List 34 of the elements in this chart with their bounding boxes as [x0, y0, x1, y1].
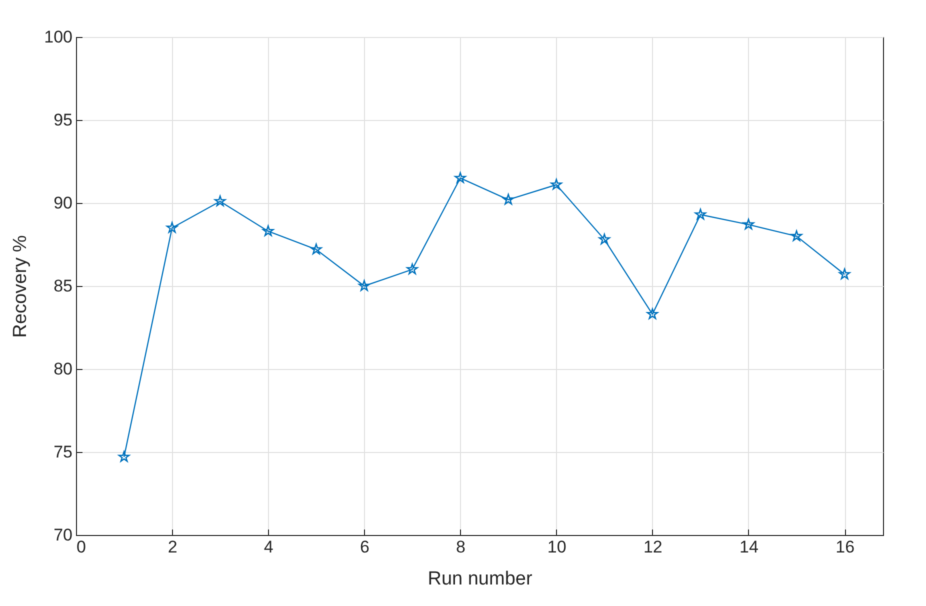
y-tick-label: 85: [54, 276, 72, 296]
point: [214, 195, 226, 206]
y-tick-label: 90: [54, 194, 72, 212]
point: [598, 234, 610, 244]
point: [790, 230, 802, 242]
point: [406, 264, 418, 274]
point: [646, 308, 658, 320]
y-tick-label: 100: [44, 28, 72, 46]
point: [310, 244, 322, 254]
x-tick-label: 4: [264, 538, 274, 556]
x-tick-label: 0: [76, 538, 86, 556]
x-tick-label: 6: [360, 538, 370, 556]
x-tick-label: 16: [836, 538, 855, 556]
x-tick-label: 8: [456, 538, 466, 556]
point: [454, 172, 466, 183]
y-tick-label: 70: [54, 526, 72, 544]
y-tick-label: 95: [54, 110, 72, 130]
point: [166, 222, 178, 233]
point: [694, 208, 706, 220]
x-tick-label: 2: [168, 538, 178, 556]
point: [358, 280, 370, 291]
point: [838, 268, 850, 280]
x-axis-title: Run number: [428, 568, 533, 590]
point: [742, 218, 754, 230]
point: [262, 225, 274, 236]
x-tick-label: 10: [547, 538, 566, 556]
y-tick-label: 80: [54, 360, 72, 378]
x-tick-label: 14: [740, 538, 758, 556]
point: [550, 178, 562, 190]
point: [118, 451, 130, 462]
point: [502, 194, 514, 205]
x-tick-label: 12: [643, 538, 662, 556]
y-tick-label: 75: [54, 442, 72, 462]
y-axis-title: Recovery %: [10, 235, 32, 338]
